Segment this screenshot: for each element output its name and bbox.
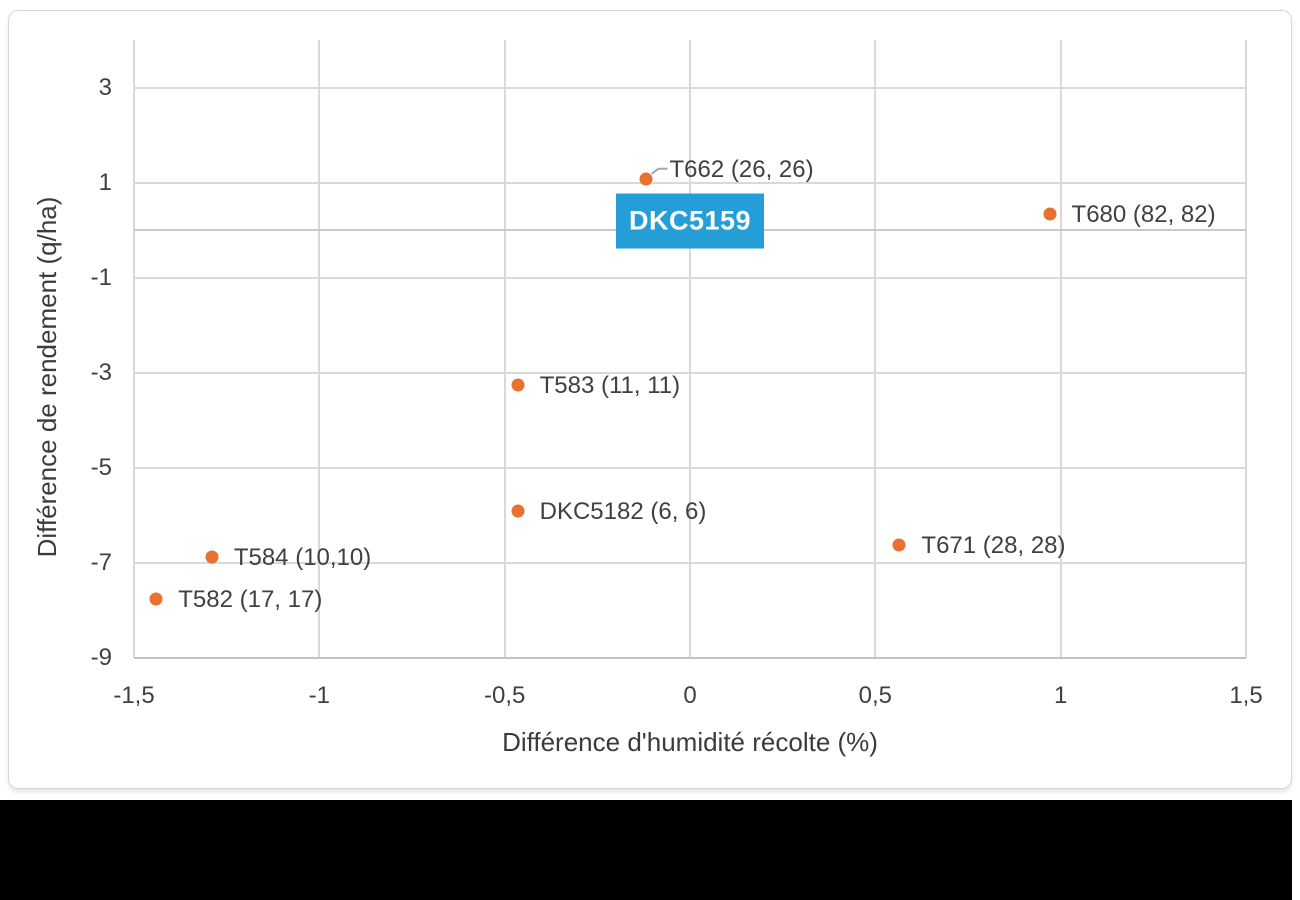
chart-card: [8, 10, 1292, 789]
bottom-black-bar: [0, 800, 1292, 900]
